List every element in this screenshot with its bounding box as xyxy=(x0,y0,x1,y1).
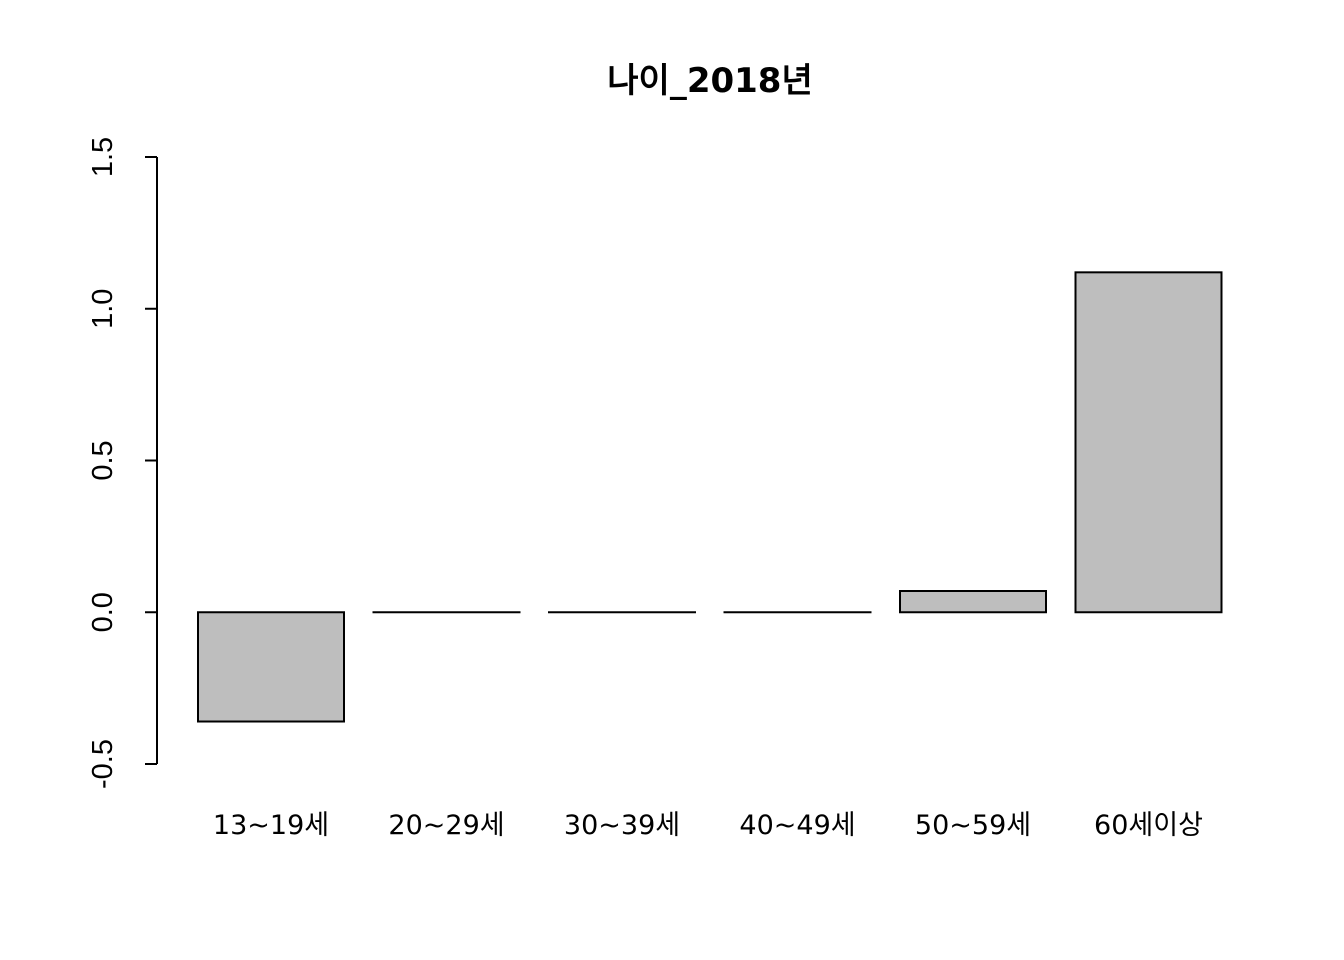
x-category-label: 40~49세 xyxy=(739,810,855,841)
bars-group xyxy=(197,271,1223,723)
y-axis-ticks: -0.5 0.0 0.5 1.0 1.5 xyxy=(87,137,157,789)
y-tick-label: 0.0 xyxy=(87,592,119,632)
x-axis-labels: 13~19세 20~29세 30~39세 40~49세 50~59세 60세이상 xyxy=(213,810,1203,841)
y-tick-label: 1.0 xyxy=(87,289,119,329)
x-category-label: 50~59세 xyxy=(915,810,1031,841)
y-tick-label: -0.5 xyxy=(87,739,119,789)
x-category-label: 20~29세 xyxy=(388,810,504,841)
x-category-label: 13~19세 xyxy=(213,810,329,841)
chart-title: 나이_2018년 xyxy=(607,61,812,101)
x-category-label: 30~39세 xyxy=(564,810,680,841)
bar xyxy=(1074,271,1223,614)
x-category-label: 60세이상 xyxy=(1094,810,1203,841)
y-tick-label: 1.5 xyxy=(87,137,119,177)
bar xyxy=(899,590,1047,614)
y-tick-label: 0.5 xyxy=(87,440,119,480)
bar xyxy=(197,611,345,723)
